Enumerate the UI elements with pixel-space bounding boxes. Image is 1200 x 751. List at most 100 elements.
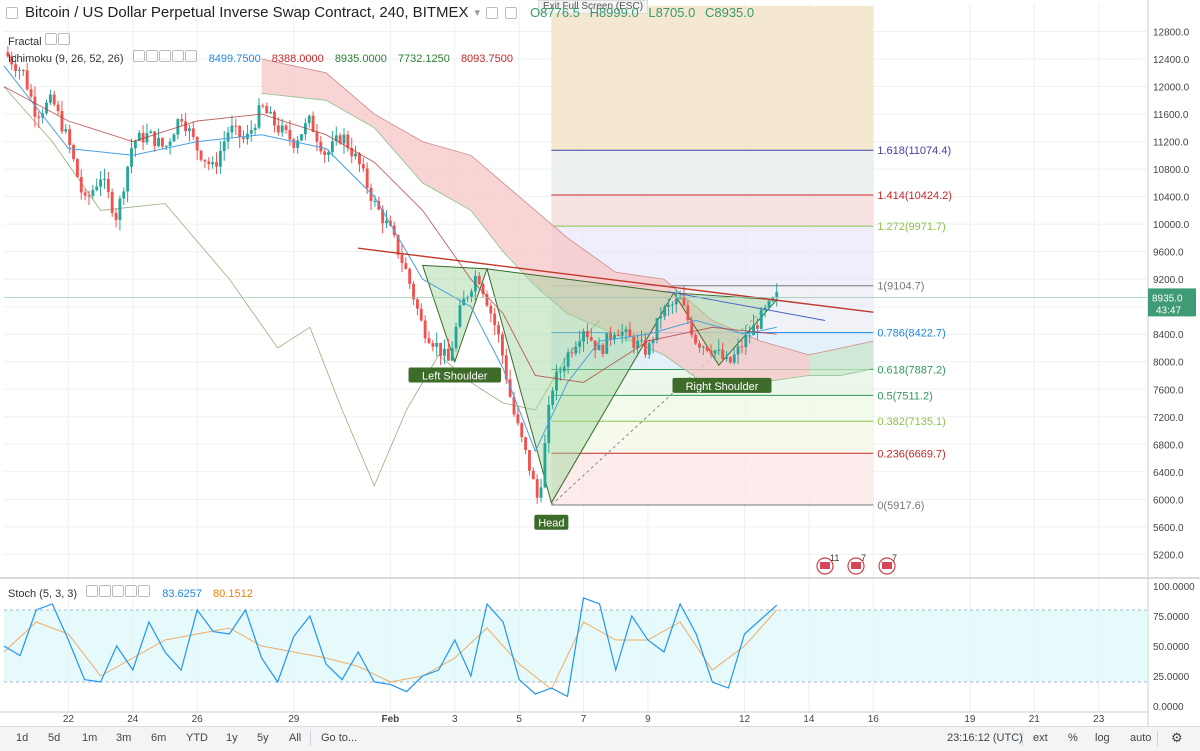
y-tick-label: 12000.0: [1153, 83, 1190, 94]
candle-body: [458, 305, 462, 327]
ichimoku-cloud-segment: [841, 341, 874, 376]
ichimoku-indicator[interactable]: Ichimoku (9, 26, 52, 26) 8499.7500 8388.…: [8, 50, 513, 65]
chart-header: Bitcoin / US Dollar Perpetual Inverse Sw…: [6, 4, 754, 38]
candle-body: [628, 329, 632, 337]
candle-body: [763, 307, 767, 310]
bottom-toolbar: 1d 5d 1m 3m 6m YTD 1y 5y All Go to... 23…: [0, 726, 1200, 751]
candle-body: [470, 291, 473, 297]
candle-body: [160, 137, 164, 147]
candle-body: [29, 89, 33, 97]
candle-body: [276, 125, 280, 133]
candle-body: [736, 346, 740, 355]
candle-body: [319, 141, 323, 152]
percent-button[interactable]: %: [1068, 732, 1078, 744]
exit-fullscreen-button[interactable]: Exit Full Screen (ESC): [538, 0, 649, 14]
copy-icon[interactable]: [158, 50, 171, 62]
range-5y-button[interactable]: 5y: [257, 732, 269, 744]
x-tick-label: 16: [868, 714, 880, 725]
candle-body: [520, 423, 524, 438]
more-icon[interactable]: [171, 50, 184, 62]
pattern-label: Left Shoulder: [422, 370, 488, 382]
ichimoku-value-5: 8093.7500: [460, 53, 513, 65]
ichimoku-label: Ichimoku (9, 26, 52, 26): [8, 53, 124, 65]
close-icon[interactable]: [57, 33, 70, 45]
candle-body: [659, 316, 663, 319]
candle-body: [462, 298, 466, 306]
settings-icon[interactable]: [486, 6, 499, 19]
collapse-icon[interactable]: [6, 6, 18, 19]
candle-body: [234, 125, 238, 127]
range-5d-button[interactable]: 5d: [48, 732, 61, 744]
range-1y-button[interactable]: 1y: [226, 732, 238, 744]
candle-body: [728, 356, 732, 363]
candle-body: [609, 333, 613, 340]
candle-body: [640, 340, 643, 342]
candle-body: [500, 334, 504, 356]
candle-body: [99, 179, 103, 187]
eye-icon[interactable]: [132, 50, 145, 62]
ichimoku-value-2: 8388.0000: [271, 53, 324, 65]
ext-button[interactable]: ext: [1033, 732, 1048, 744]
candle-body: [145, 133, 149, 143]
gear-icon[interactable]: ⚙: [1171, 730, 1183, 745]
close-icon[interactable]: [505, 6, 518, 19]
stoch-k-line: [3, 597, 778, 698]
current-price-tag: [1148, 288, 1196, 317]
candle-body: [701, 346, 705, 348]
y-tick-label: 6800.0: [1153, 440, 1184, 451]
candle-body: [721, 349, 725, 359]
range-ytd-button[interactable]: YTD: [186, 732, 208, 744]
candle-body: [613, 335, 616, 340]
price-chart[interactable]: 1.618(11074.4) 1.414(10424.2) 1.272(9971.7…: [0, 0, 1200, 726]
candle-body: [748, 335, 752, 337]
candle-body: [218, 150, 222, 167]
x-tick-label: 12: [739, 714, 751, 725]
close-icon[interactable]: [184, 50, 197, 62]
candle-body: [651, 340, 655, 344]
fractal-indicator[interactable]: Fractal: [8, 33, 71, 48]
chevron-down-icon[interactable]: ▾: [474, 7, 481, 19]
settings-icon[interactable]: [145, 50, 158, 62]
fib-zone: [551, 6, 874, 151]
event-count: 11: [830, 553, 839, 563]
candle-body: [261, 105, 265, 107]
stoch-label: Stoch (5, 3, 3): [8, 588, 78, 600]
ichimoku-cloud-segment: [567, 237, 616, 335]
range-1d-button[interactable]: 1d: [16, 732, 29, 744]
range-3m-button[interactable]: 3m: [116, 732, 132, 744]
x-tick-label: 23: [1093, 714, 1105, 725]
more-icon[interactable]: [125, 585, 138, 597]
pattern-triangle: [486, 268, 675, 505]
stoch-indicator[interactable]: Stoch (5, 3, 3) 83.6257 80.1512: [8, 585, 253, 600]
candle-body: [481, 284, 485, 295]
settings-icon[interactable]: [99, 585, 112, 597]
candle-body: [562, 366, 566, 372]
auto-button[interactable]: auto: [1130, 732, 1152, 744]
range-1m-button[interactable]: 1m: [82, 732, 98, 744]
y-tick-label: 10800.0: [1153, 165, 1190, 176]
copy-icon[interactable]: [112, 585, 125, 597]
candle-body: [327, 152, 330, 155]
open-value: O8776.5: [530, 5, 580, 20]
candle-body: [744, 335, 748, 348]
candle-body: [412, 283, 415, 300]
symbol-title: Bitcoin / US Dollar Perpetual Inverse Sw…: [25, 4, 469, 21]
goto-button[interactable]: Go to...: [321, 732, 358, 744]
candle-body: [647, 343, 651, 355]
ichimoku-cloud-segment: [615, 272, 665, 355]
range-all-button[interactable]: All: [289, 732, 302, 744]
candle-body: [686, 305, 690, 321]
eye-icon[interactable]: [86, 585, 99, 597]
fib-level-label: 1.272(9971.7): [877, 221, 946, 233]
ichimoku-cloud-segment: [374, 114, 423, 183]
log-button[interactable]: log: [1095, 732, 1110, 744]
ichimoku-value-3: 8935.0000: [334, 53, 387, 65]
candle-body: [694, 334, 698, 344]
candle-body: [477, 275, 481, 285]
settings-icon[interactable]: [44, 33, 57, 45]
close-icon[interactable]: [138, 585, 151, 597]
range-6m-button[interactable]: 6m: [151, 732, 167, 744]
x-tick-label: 5: [516, 714, 522, 725]
candle-body: [709, 350, 713, 354]
pattern-label-box: [672, 377, 772, 393]
